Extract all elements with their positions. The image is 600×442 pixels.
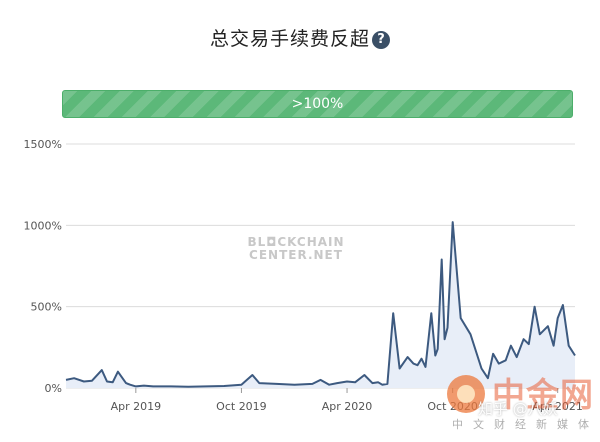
x-tick-label: Apr 2019 bbox=[111, 400, 162, 413]
y-tick-label: 1500% bbox=[24, 138, 62, 151]
y-tick-label: 0% bbox=[45, 382, 62, 395]
watermark-center-text: CENTER.NET bbox=[249, 248, 343, 262]
watermark-subtext: 中文财经新媒体 bbox=[452, 418, 599, 431]
progress-label: >100% bbox=[291, 96, 344, 112]
y-tick-label: 1000% bbox=[24, 219, 62, 232]
y-tick-label: 500% bbox=[31, 301, 62, 314]
x-tick-label: Apr 2021 bbox=[532, 400, 583, 413]
x-tick-label: Apr 2020 bbox=[322, 400, 373, 413]
help-icon[interactable]: ? bbox=[372, 31, 390, 49]
series-line bbox=[65, 221, 576, 388]
watermark-logo-text: 中金网 bbox=[492, 375, 594, 414]
watermark-center-text: BL◘CKCHAIN bbox=[247, 235, 344, 249]
chart-title: 总交易手续费反超? bbox=[0, 24, 600, 51]
watermark-zhihu: 知乎 @八妖 bbox=[478, 400, 558, 418]
progress-bar: >100% bbox=[62, 90, 573, 118]
series-area-fill bbox=[66, 222, 575, 388]
chart-title-text: 总交易手续费反超 bbox=[209, 28, 370, 50]
x-tick-label: Oct 2019 bbox=[216, 400, 267, 413]
watermark-logo-inner bbox=[457, 385, 475, 403]
